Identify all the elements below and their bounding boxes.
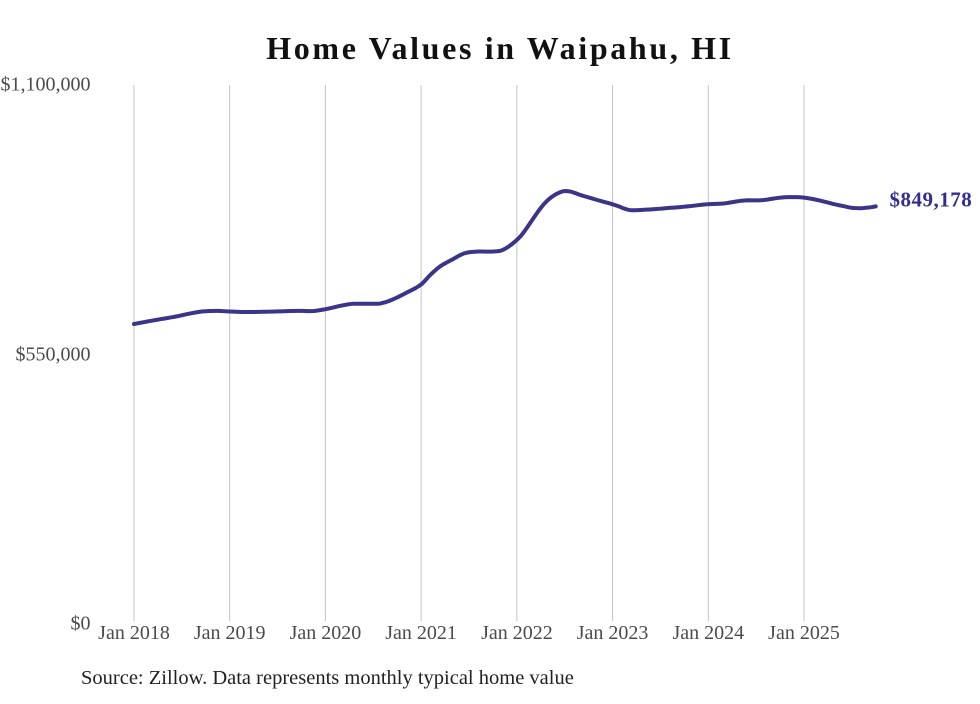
svg-text:Jan 2018: Jan 2018 xyxy=(98,622,170,644)
svg-text:$550,000: $550,000 xyxy=(16,344,91,366)
svg-text:$0: $0 xyxy=(71,613,91,635)
svg-text:$1,100,000: $1,100,000 xyxy=(1,74,91,96)
svg-text:$849,178: $849,178 xyxy=(890,188,973,212)
svg-text:Source: Zillow. Data represent: Source: Zillow. Data represents monthly … xyxy=(81,667,574,689)
svg-text:Jan 2020: Jan 2020 xyxy=(290,622,362,644)
svg-text:Jan 2024: Jan 2024 xyxy=(672,622,744,644)
svg-text:Jan 2025: Jan 2025 xyxy=(768,622,840,644)
svg-text:Jan 2019: Jan 2019 xyxy=(194,622,266,644)
svg-text:Jan 2022: Jan 2022 xyxy=(481,622,553,644)
svg-text:Home Values in Waipahu, HI: Home Values in Waipahu, HI xyxy=(266,30,734,66)
svg-text:Jan 2023: Jan 2023 xyxy=(577,622,649,644)
svg-text:Jan 2021: Jan 2021 xyxy=(385,622,457,644)
